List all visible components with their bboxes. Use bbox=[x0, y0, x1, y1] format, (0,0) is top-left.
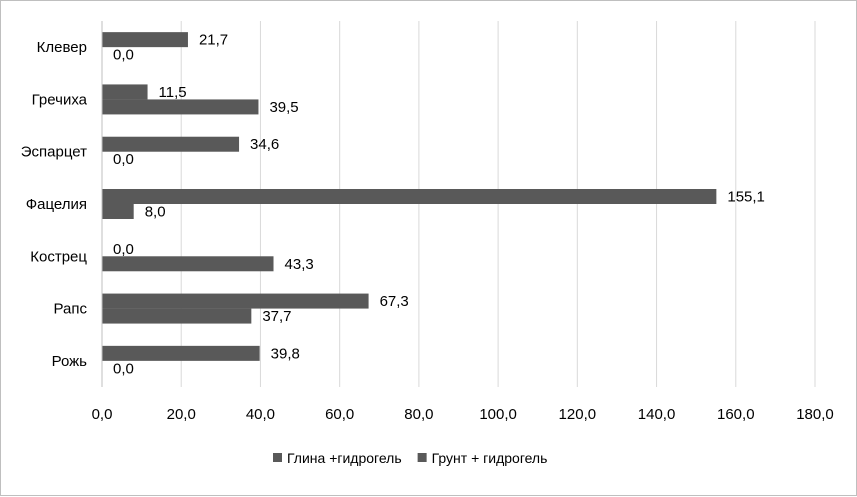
data-label: 67,3 bbox=[380, 293, 409, 310]
legend-swatch bbox=[417, 453, 427, 462]
x-tick-label: 0,0 bbox=[92, 406, 113, 423]
bar bbox=[102, 99, 259, 115]
bar bbox=[102, 84, 148, 100]
x-tick-label: 60,0 bbox=[325, 406, 354, 423]
legend: Глина +гидрогель Грунт + гидрогель bbox=[273, 450, 547, 466]
bar bbox=[102, 308, 252, 324]
data-label: 0,0 bbox=[113, 360, 134, 377]
bar bbox=[102, 189, 717, 204]
x-tick-label: 160,0 bbox=[717, 406, 755, 423]
x-tick-label: 80,0 bbox=[404, 406, 433, 423]
bar bbox=[102, 136, 240, 152]
data-label: 39,8 bbox=[271, 345, 300, 362]
data-label: 11,5 bbox=[159, 84, 187, 101]
data-label: 21,7 bbox=[199, 32, 228, 49]
data-label: 155,1 bbox=[727, 189, 765, 206]
data-label: 8,0 bbox=[145, 204, 166, 221]
category-label: Клевер bbox=[37, 39, 87, 56]
legend-label: Глина +гидрогель bbox=[287, 450, 402, 466]
category-label: Гречиха bbox=[32, 91, 88, 108]
data-label: 43,3 bbox=[285, 256, 314, 273]
data-label: 37,7 bbox=[262, 308, 291, 325]
data-label: 0,0 bbox=[113, 241, 134, 258]
x-tick-label: 120,0 bbox=[559, 406, 597, 423]
bar bbox=[102, 293, 369, 309]
x-tick-label: 20,0 bbox=[167, 406, 196, 423]
x-tick-label: 140,0 bbox=[638, 406, 676, 423]
bar bbox=[102, 256, 274, 272]
labels: 0,0 20,0 40,0 60,0 80,0 100,0 120,0 140,0 160,0 1… bbox=[21, 32, 834, 423]
category-label: Рожь bbox=[52, 353, 88, 370]
x-tick-label: 40,0 bbox=[246, 406, 275, 423]
bars bbox=[102, 32, 717, 361]
bar bbox=[102, 345, 260, 361]
data-label: 34,6 bbox=[250, 136, 279, 153]
bar bbox=[102, 204, 134, 219]
category-label: Рапс bbox=[54, 301, 88, 318]
category-label: Кострец bbox=[30, 248, 87, 265]
data-label: 0,0 bbox=[113, 47, 134, 64]
bar bbox=[102, 32, 188, 48]
category-label: Фацелия bbox=[26, 196, 87, 213]
category-label: Эспарцет bbox=[21, 144, 87, 161]
x-tick-label: 100,0 bbox=[479, 406, 517, 423]
legend-swatch bbox=[273, 453, 282, 462]
data-label: 39,5 bbox=[269, 99, 298, 116]
x-tick-label: 180,0 bbox=[796, 406, 834, 423]
data-label: 0,0 bbox=[113, 151, 134, 168]
legend-label: Грунт + гидрогель bbox=[432, 450, 548, 466]
